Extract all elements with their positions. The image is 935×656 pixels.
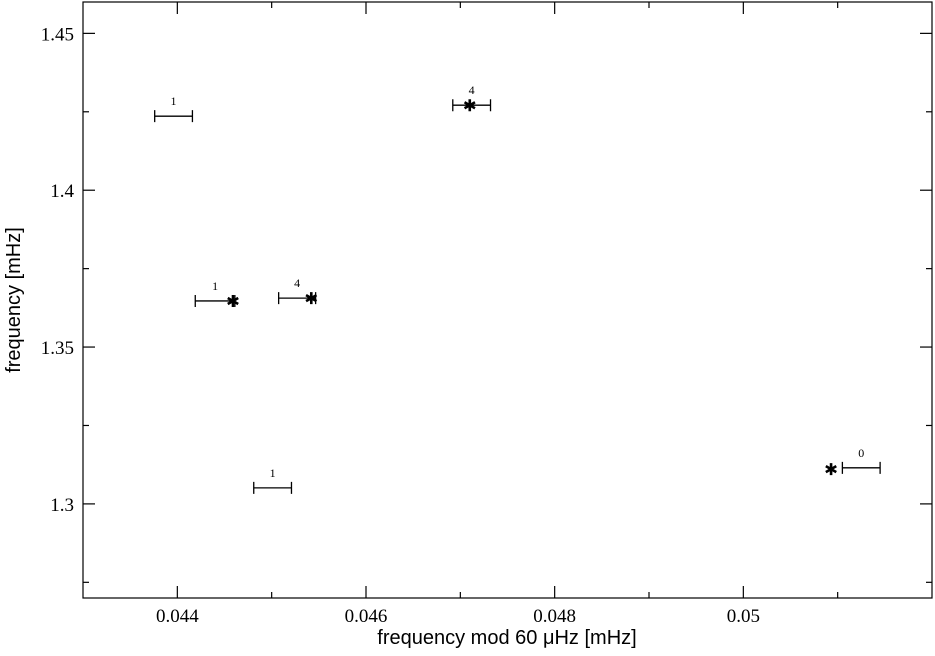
x-axis-label: frequency mod 60 μHz [mHz] <box>377 627 636 649</box>
y-tick-label: 1.4 <box>50 181 74 202</box>
y-tick-label: 1.45 <box>41 24 74 45</box>
error-bar <box>841 461 881 474</box>
error-bar <box>253 481 293 494</box>
x-tick-label: 0.046 <box>345 606 388 627</box>
star-marker <box>825 463 837 476</box>
star-marker <box>463 99 476 112</box>
x-tick-label: 0.044 <box>156 606 199 627</box>
error-bar <box>194 294 236 307</box>
point-label: 1 <box>270 466 276 480</box>
star-marker <box>305 292 318 305</box>
y-tick-label: 1.3 <box>50 495 74 516</box>
x-tick-label: 0.05 <box>727 606 760 627</box>
point-label: 4 <box>469 83 475 97</box>
point-label: 1 <box>212 279 218 293</box>
point-label: 4 <box>294 276 300 290</box>
star-marker <box>227 294 239 307</box>
x-tick-label: 0.048 <box>533 606 576 627</box>
y-axis-label: frequency [mHz] <box>3 227 25 373</box>
point-label: 0 <box>858 446 864 460</box>
point-label: 1 <box>171 94 177 108</box>
y-tick-label: 1.35 <box>41 338 74 359</box>
error-bar <box>154 110 194 123</box>
plot-frame <box>82 1 933 599</box>
